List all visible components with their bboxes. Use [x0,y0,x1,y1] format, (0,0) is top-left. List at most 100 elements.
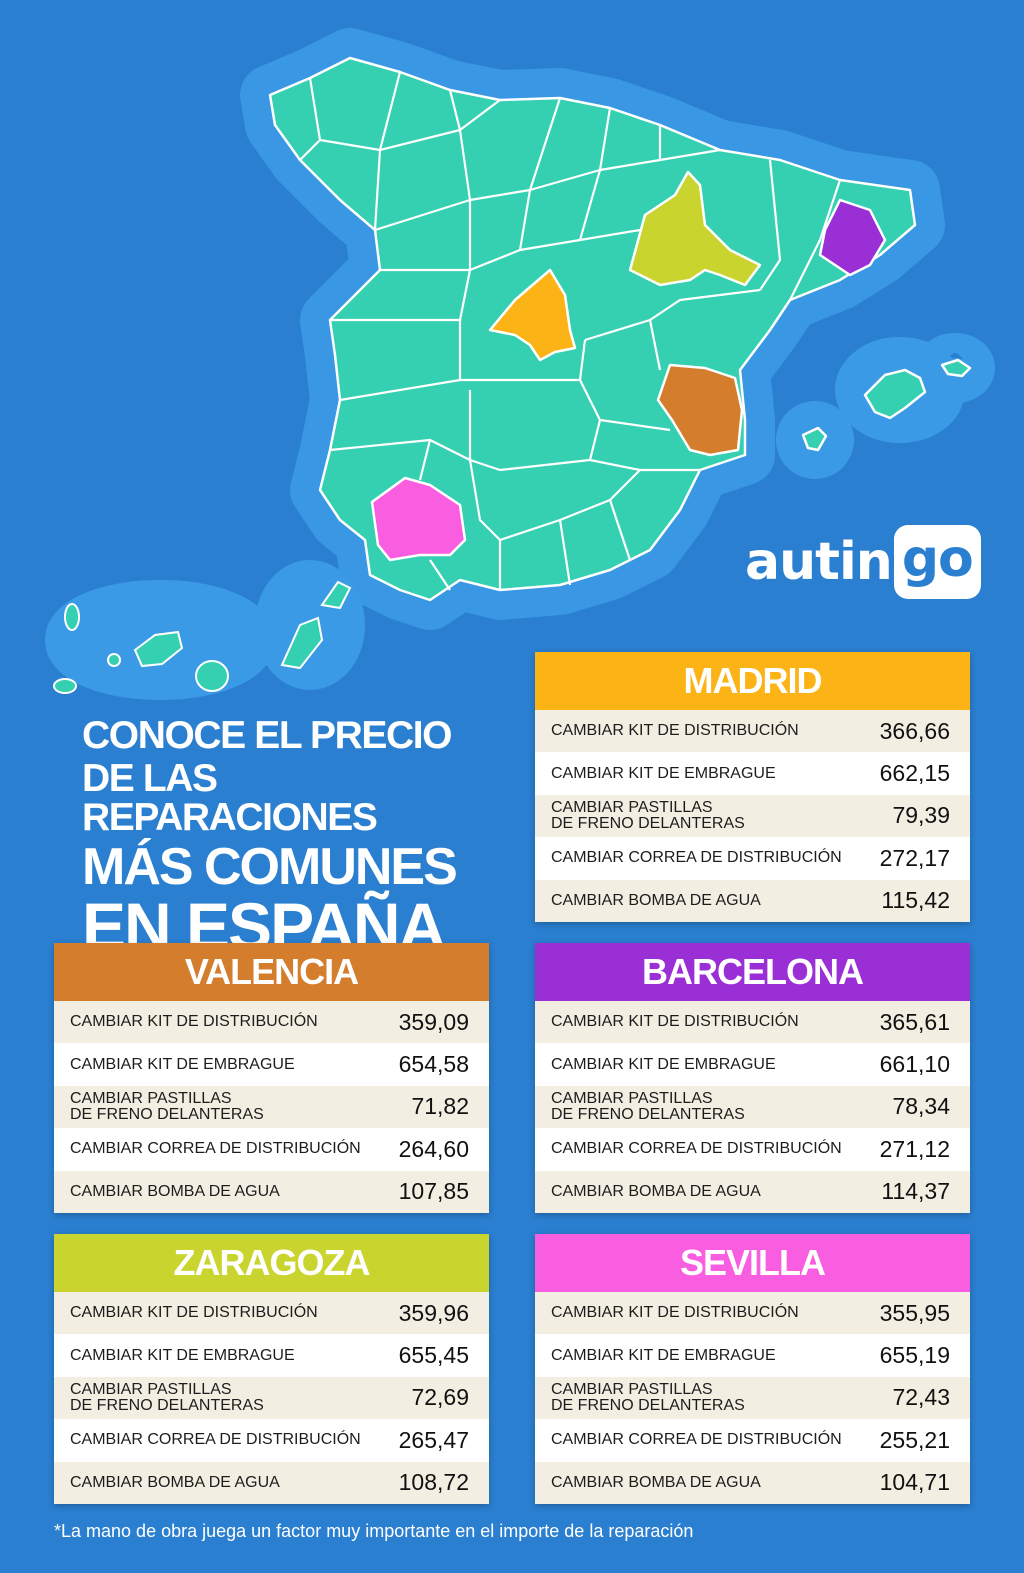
island-menorca [940,358,972,378]
repair-label: CAMBIAR PASTILLAS DE FRENO DELANTERAS [70,1380,264,1414]
price-row: CAMBIAR PASTILLAS DE FRENO DELANTERAS 72,… [535,1376,970,1420]
price-row: CAMBIAR KIT DE EMBRAGUE 655,19 [535,1334,970,1377]
repair-label: CAMBIAR KIT DE EMBRAGUE [551,1346,776,1364]
price-card-zaragoza: ZARAGOZA CAMBIAR KIT DE DISTRIBUCIÓN 359,… [54,1234,489,1504]
repair-label: CAMBIAR KIT DE DISTRIBUCIÓN [70,1304,318,1322]
repair-label: CAMBIAR KIT DE DISTRIBUCIÓN [551,1304,799,1322]
headline-line-3: MÁS COMUNES [82,838,458,896]
price-row: CAMBIAR BOMBA DE AGUA 115,42 [535,879,970,922]
repair-label: CAMBIAR KIT DE EMBRAGUE [551,764,776,782]
island-ibiza [801,426,828,452]
price-card-madrid: MADRID CAMBIAR KIT DE DISTRIBUCIÓN 366,66… [535,652,970,922]
footnote: *La mano de obra juega un factor muy imp… [54,1521,694,1541]
repair-label: CAMBIAR KIT DE EMBRAGUE [70,1055,295,1073]
region-sevilla [370,476,467,562]
headline: CONOCE EL PRECIO DE LAS REPARACIONES MÁS… [82,716,502,959]
price-row: CAMBIAR CORREA DE DISTRIBUCIÓN 271,12 [535,1128,970,1171]
price-row: CAMBIAR CORREA DE DISTRIBUCIÓN 255,21 [535,1419,970,1462]
repair-price: 272,17 [879,844,950,871]
repair-label: CAMBIAR BOMBA DE AGUA [551,891,761,909]
price-row: CAMBIAR KIT DE EMBRAGUE 654,58 [54,1043,489,1086]
repair-label: CAMBIAR PASTILLAS DE FRENO DELANTERAS [551,798,745,832]
repair-label: CAMBIAR BOMBA DE AGUA [551,1182,761,1200]
repair-price: 359,09 [398,1008,469,1035]
autingo-logo: autin go [745,524,981,600]
repair-price: 71,82 [411,1093,469,1120]
repair-label: CAMBIAR KIT DE DISTRIBUCIÓN [551,722,799,740]
price-row: CAMBIAR KIT DE DISTRIBUCIÓN 359,96 [54,1292,489,1335]
card-title: VALENCIA [54,943,489,1001]
price-row: CAMBIAR CORREA DE DISTRIBUCIÓN 264,60 [54,1128,489,1171]
repair-label: CAMBIAR KIT DE DISTRIBUCIÓN [551,1013,799,1031]
repair-price: 114,37 [881,1178,950,1205]
region-barcelona [818,198,887,277]
region-valencia [656,363,744,457]
repair-label: CAMBIAR CORREA DE DISTRIBUCIÓN [551,849,842,867]
repair-label: CAMBIAR KIT DE EMBRAGUE [551,1055,776,1073]
price-row: CAMBIAR KIT DE EMBRAGUE 655,45 [54,1334,489,1377]
card-title: MADRID [535,652,970,710]
repair-price: 115,42 [881,887,950,914]
repair-label: CAMBIAR BOMBA DE AGUA [551,1473,761,1491]
region-zaragoza [628,170,762,287]
price-row: CAMBIAR KIT DE DISTRIBUCIÓN 365,61 [535,1001,970,1044]
repair-label: CAMBIAR KIT DE EMBRAGUE [70,1346,295,1364]
price-row: CAMBIAR PASTILLAS DE FRENO DELANTERAS 72,… [54,1376,489,1420]
island-mallorca [863,368,927,420]
price-row: CAMBIAR KIT DE DISTRIBUCIÓN 359,09 [54,1001,489,1044]
repair-label: CAMBIAR PASTILLAS DE FRENO DELANTERAS [551,1089,745,1123]
repair-price: 271,12 [879,1135,950,1162]
logo-text-part1: autin [745,532,893,592]
card-title: SEVILLA [535,1234,970,1292]
headline-line-2: DE LAS REPARACIONES [82,757,378,839]
price-row: CAMBIAR PASTILLAS DE FRENO DELANTERAS 79,… [535,794,970,838]
spain-mainland [268,56,917,602]
logo-text-part2: go [893,525,981,599]
repair-price: 655,45 [398,1342,469,1369]
repair-label: CAMBIAR CORREA DE DISTRIBUCIÓN [551,1431,842,1449]
repair-label: CAMBIAR CORREA DE DISTRIBUCIÓN [70,1140,361,1158]
price-row: CAMBIAR PASTILLAS DE FRENO DELANTERAS 71,… [54,1085,489,1129]
repair-price: 661,10 [879,1051,950,1078]
price-row: CAMBIAR BOMBA DE AGUA 114,37 [535,1170,970,1213]
repair-label: CAMBIAR CORREA DE DISTRIBUCIÓN [70,1431,361,1449]
repair-label: CAMBIAR BOMBA DE AGUA [70,1473,280,1491]
repair-price: 108,72 [398,1469,469,1496]
repair-label: CAMBIAR KIT DE DISTRIBUCIÓN [70,1013,318,1031]
province-borders [299,71,842,591]
price-row: CAMBIAR PASTILLAS DE FRENO DELANTERAS 78,… [535,1085,970,1129]
repair-label: CAMBIAR CORREA DE DISTRIBUCIÓN [551,1140,842,1158]
repair-price: 107,85 [398,1178,469,1205]
price-card-valencia: VALENCIA CAMBIAR KIT DE DISTRIBUCIÓN 359,… [54,943,489,1213]
price-row: CAMBIAR BOMBA DE AGUA 104,71 [535,1461,970,1504]
card-title: ZARAGOZA [54,1234,489,1292]
repair-price: 104,71 [879,1469,950,1496]
repair-label: CAMBIAR PASTILLAS DE FRENO DELANTERAS [551,1380,745,1414]
price-row: CAMBIAR BOMBA DE AGUA 107,85 [54,1170,489,1213]
price-row: CAMBIAR KIT DE EMBRAGUE 662,15 [535,752,970,795]
repair-price: 79,39 [892,802,950,829]
repair-price: 255,21 [879,1426,950,1453]
repair-price: 654,58 [398,1051,469,1078]
region-madrid [488,268,577,362]
repair-label: CAMBIAR BOMBA DE AGUA [70,1182,280,1200]
repair-price: 359,96 [398,1299,469,1326]
repair-price: 355,95 [879,1299,950,1326]
repair-price: 366,66 [879,717,950,744]
repair-label: CAMBIAR PASTILLAS DE FRENO DELANTERAS [70,1089,264,1123]
repair-price: 72,43 [892,1384,950,1411]
headline-line-1: CONOCE EL PRECIO [82,714,453,757]
price-row: CAMBIAR KIT DE DISTRIBUCIÓN 366,66 [535,710,970,753]
card-title: BARCELONA [535,943,970,1001]
repair-price: 264,60 [398,1135,469,1162]
repair-price: 265,47 [398,1426,469,1453]
repair-price: 662,15 [879,760,950,787]
spain-map [0,0,1024,720]
price-row: CAMBIAR CORREA DE DISTRIBUCIÓN 272,17 [535,837,970,880]
repair-price: 72,69 [411,1384,469,1411]
price-row: CAMBIAR CORREA DE DISTRIBUCIÓN 265,47 [54,1419,489,1462]
price-card-barcelona: BARCELONA CAMBIAR KIT DE DISTRIBUCIÓN 365… [535,943,970,1213]
price-row: CAMBIAR BOMBA DE AGUA 108,72 [54,1461,489,1504]
repair-price: 655,19 [879,1342,950,1369]
price-row: CAMBIAR KIT DE EMBRAGUE 661,10 [535,1043,970,1086]
